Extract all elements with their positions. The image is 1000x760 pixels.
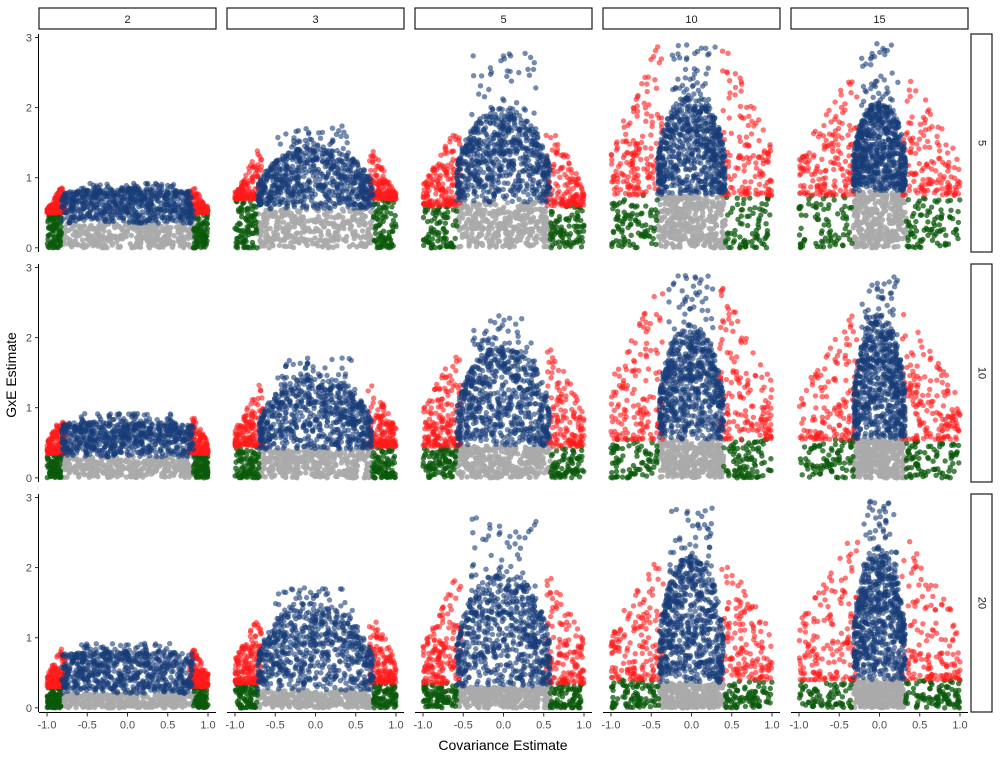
- row-strip-label: 5: [976, 140, 988, 146]
- axes: 0 1 2 3 0 1 2 3 0 1 2 3 -1.0 -0.5 0.0 0.5 1.0 -1.0 -0.5 0.0…: [26, 33, 968, 732]
- y-axis-row-10: 0 1 2 3: [26, 263, 39, 485]
- panel-5-15: [796, 41, 963, 251]
- y-tick-label: 3: [26, 263, 32, 275]
- x-axis-col-15: -1.0 -0.5 0.0 0.5 1.0: [790, 712, 968, 732]
- panel-10-3: [232, 355, 399, 481]
- x-tick-label: -1.0: [414, 720, 433, 732]
- x-tick-label: 1.0: [388, 720, 403, 732]
- x-tick-label: -0.5: [78, 720, 97, 732]
- panel-10-2: [44, 411, 211, 481]
- panel-5-2: [44, 180, 211, 251]
- column-strip-label: 15: [873, 14, 885, 26]
- row-strip-5: 5: [970, 33, 993, 253]
- y-tick-label: 1: [26, 633, 32, 645]
- row-strip-label: 20: [976, 597, 988, 609]
- x-tick-label: -0.5: [454, 720, 473, 732]
- panel-20-10: [608, 505, 775, 711]
- column-strip-2: 2: [38, 7, 217, 30]
- row-strip-label: 10: [976, 367, 988, 379]
- panel-10-5: [420, 313, 587, 481]
- panel-5-10: [608, 42, 775, 251]
- x-axis-col-5: -1.0 -0.5 0.0 0.5 1.0: [414, 712, 592, 732]
- x-tick-label: -1.0: [790, 720, 809, 732]
- y-axis-row-5: 0 1 2 3: [26, 33, 39, 255]
- x-tick-label: 1.0: [764, 720, 779, 732]
- x-tick-label: 0.0: [120, 720, 135, 732]
- x-tick-label: -1.0: [226, 720, 245, 732]
- x-tick-label: 0.5: [912, 720, 927, 732]
- y-tick-label: 2: [26, 103, 32, 115]
- x-tick-label: 0.0: [496, 720, 511, 732]
- column-strip-label: 2: [124, 14, 130, 26]
- x-tick-label: -0.5: [642, 720, 661, 732]
- x-tick-label: 0.5: [724, 720, 739, 732]
- x-tick-label: -0.5: [830, 720, 849, 732]
- panel-20-15: [796, 498, 963, 711]
- column-strips: 2 3 5 10 15: [38, 7, 969, 30]
- panel-5-5: [420, 50, 587, 251]
- x-tick-label: 0.0: [308, 720, 323, 732]
- x-axis-col-10: -1.0 -0.5 0.0 0.5 1.0: [602, 712, 780, 732]
- x-tick-label: 0.5: [160, 720, 175, 732]
- x-axis-col-2: -1.0 -0.5 0.0 0.5 1.0: [38, 712, 216, 732]
- column-strip-label: 10: [685, 14, 697, 26]
- x-tick-label: 1.0: [952, 720, 967, 732]
- x-axis-col-3: -1.0 -0.5 0.0 0.5 1.0: [226, 712, 404, 732]
- x-tick-label: 0.0: [872, 720, 887, 732]
- y-axis-title: GxE Estimate: [3, 332, 19, 418]
- x-tick-label: 1.0: [576, 720, 591, 732]
- x-tick-label: -0.5: [266, 720, 285, 732]
- column-strip-15: 15: [790, 7, 969, 30]
- x-tick-label: -1.0: [602, 720, 621, 732]
- column-strip-5: 5: [414, 7, 593, 30]
- x-tick-label: 0.5: [348, 720, 363, 732]
- panel-20-5: [420, 515, 587, 711]
- panel-20-3: [232, 585, 399, 711]
- column-strip-10: 10: [602, 7, 781, 30]
- y-tick-label: 1: [26, 403, 32, 415]
- column-strip-3: 3: [226, 7, 405, 30]
- panel-10-15: [796, 274, 963, 481]
- panel-10-10: [608, 273, 775, 481]
- x-tick-label: -1.0: [38, 720, 57, 732]
- panel-5-3: [232, 123, 399, 251]
- y-axis-row-20: 0 1 2 3: [26, 493, 39, 715]
- y-tick-label: 0: [26, 473, 32, 485]
- column-strip-label: 5: [500, 14, 506, 26]
- y-tick-label: 1: [26, 173, 32, 185]
- y-tick-label: 0: [26, 703, 32, 715]
- y-tick-label: 2: [26, 563, 32, 575]
- panels: [44, 41, 963, 711]
- y-tick-label: 0: [26, 243, 32, 255]
- x-axis-title: Covariance Estimate: [438, 737, 567, 753]
- y-tick-label: 2: [26, 333, 32, 345]
- x-tick-label: 0.5: [536, 720, 551, 732]
- row-strip-20: 20: [970, 493, 993, 713]
- x-tick-label: 0.0: [684, 720, 699, 732]
- row-strip-10: 10: [970, 263, 993, 483]
- y-tick-label: 3: [26, 493, 32, 505]
- panel-20-2: [44, 640, 211, 711]
- y-tick-label: 3: [26, 33, 32, 45]
- row-strips: 5 10 20: [970, 33, 993, 713]
- x-tick-label: 1.0: [200, 720, 215, 732]
- column-strip-label: 3: [312, 14, 318, 26]
